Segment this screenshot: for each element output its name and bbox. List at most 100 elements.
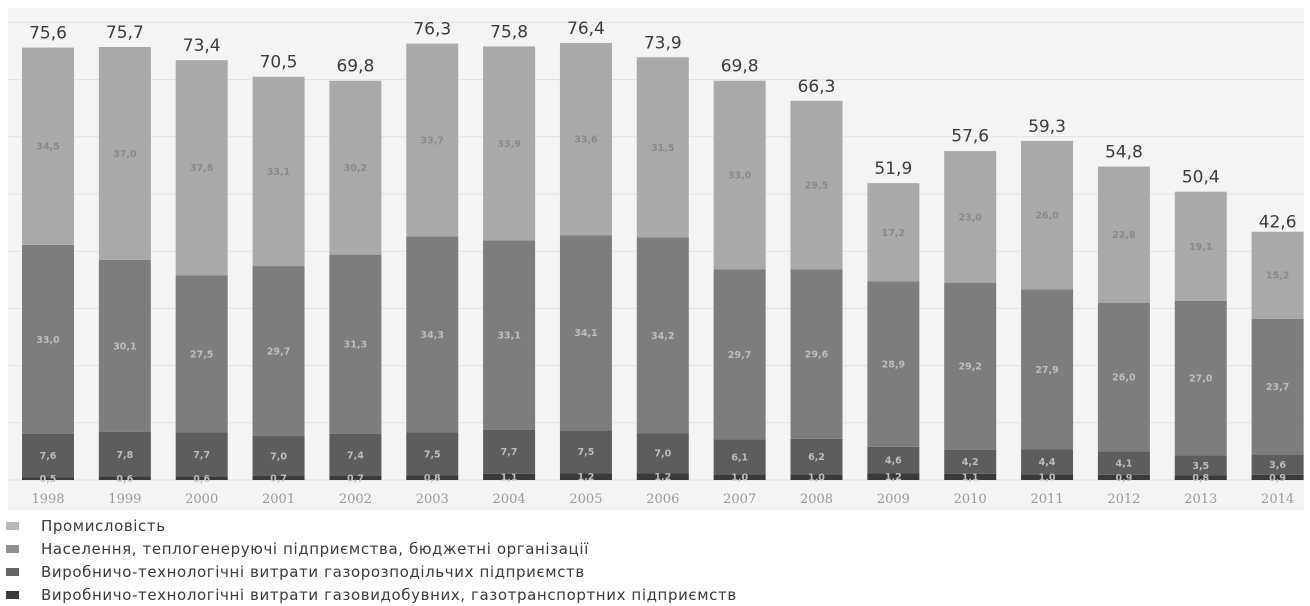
bar-segment — [22, 433, 74, 478]
bar-segment — [252, 475, 305, 480]
total-value-label: 69,8 — [336, 57, 374, 77]
segment-value-label: 33,9 — [497, 139, 520, 150]
legend-item-production-transport-losses: Виробничо-технологічні витрати газовидоб… — [6, 583, 737, 606]
x-tick-label: 2004 — [493, 492, 526, 507]
segment-value-label: 4,6 — [885, 455, 902, 466]
segment-value-label: 7,0 — [654, 449, 671, 460]
segment-value-label: 19,1 — [1189, 242, 1212, 253]
bar-segment — [329, 475, 382, 480]
segment-value-label: 7,7 — [193, 450, 210, 461]
segment-value-label: 0,9 — [1269, 473, 1286, 484]
bar-segment — [944, 473, 997, 480]
segment-value-label: 29,5 — [805, 181, 828, 192]
segment-value-label: 0,5 — [40, 474, 57, 485]
total-labels: 75,6 75,7 73,4 70,5 69,8 76,3 75,8 76,4 73,9 69,8… — [29, 19, 1296, 232]
bar-segment — [1097, 474, 1150, 480]
bar-segment — [1174, 455, 1227, 476]
x-tick-label: 2009 — [877, 492, 910, 507]
bar-segment — [1251, 454, 1304, 475]
x-tick-label: 2001 — [262, 492, 295, 507]
bar-segment — [1021, 474, 1074, 480]
bar-segment — [713, 439, 766, 475]
bar-segment — [1174, 191, 1227, 301]
bar-segment — [1097, 451, 1150, 475]
bar-segment — [944, 282, 997, 450]
segment-value-label: 37,0 — [113, 149, 137, 160]
segment-value-label: 26,0 — [1035, 211, 1059, 222]
bar-segment — [175, 60, 228, 276]
bar-segment — [559, 473, 612, 480]
bar-segment — [406, 475, 459, 480]
segment-value-label: 0,8 — [1192, 473, 1209, 484]
bar-segment — [252, 76, 305, 267]
bar-segment — [252, 435, 305, 476]
legend-label-distribution-losses: Виробничо-технологічні витрати газорозпо… — [41, 562, 585, 581]
segment-value-label: 31,3 — [344, 340, 367, 351]
x-tick-label: 2000 — [185, 492, 218, 507]
bar-segment — [944, 151, 997, 283]
bar-segment — [98, 431, 151, 477]
legend-item-population: Населення, теплогенеруючі підприємства, … — [6, 537, 737, 560]
segment-value-label: 7,0 — [270, 451, 287, 462]
bar-segment — [329, 80, 382, 255]
segment-value-label: 7,5 — [578, 447, 595, 458]
stacked-bar-chart: 0,5 7,6 33,0 34,5 0,6 7,8 30,1 37,0 0,6 7,7 27,5 37… — [8, 8, 1304, 510]
bar-segment — [1021, 449, 1074, 475]
bar-segment — [790, 474, 843, 480]
segment-value-label: 34,5 — [36, 142, 59, 153]
segment-value-label: 0,6 — [116, 474, 133, 485]
bar-segment — [867, 281, 920, 447]
total-value-label: 73,4 — [183, 36, 221, 56]
segment-value-label: 33,7 — [421, 135, 444, 146]
bar-segment — [1021, 140, 1074, 290]
segment-value-label: 22,8 — [1112, 230, 1136, 241]
bar-segment — [98, 46, 151, 260]
segment-value-label: 29,6 — [805, 350, 829, 361]
bar-segment — [1251, 474, 1304, 480]
segment-value-label: 28,9 — [882, 360, 905, 371]
bar-segment — [867, 446, 920, 474]
x-tick-label: 2014 — [1261, 492, 1294, 507]
x-tick-label: 2007 — [723, 492, 756, 507]
x-tick-label: 2011 — [1031, 492, 1064, 507]
bar-segment — [22, 244, 74, 434]
legend: Промисловість Населення, теплогенеруючі … — [6, 514, 737, 606]
segment-value-label: 23,0 — [958, 212, 982, 223]
bar-segment — [636, 57, 689, 238]
bar-segment — [329, 433, 382, 476]
segment-value-label: 7,7 — [501, 447, 518, 458]
legend-swatch-industry — [6, 521, 19, 530]
bar-segment — [22, 47, 74, 245]
bar-segment — [329, 254, 382, 434]
segment-value-label: 1,1 — [962, 472, 979, 483]
segment-value-label: 4,1 — [1115, 459, 1132, 470]
total-value-label: 70,5 — [260, 53, 298, 73]
segment-value-label: 3,5 — [1192, 461, 1209, 472]
bar-segment — [1251, 318, 1304, 455]
segment-value-label: 6,2 — [808, 452, 825, 463]
segment-value-label: 29,2 — [958, 362, 981, 373]
x-tick-label: 2003 — [416, 492, 449, 507]
segment-value-label: 6,1 — [731, 452, 748, 463]
segment-value-label: 29,7 — [728, 350, 751, 361]
bar-segment — [790, 438, 843, 475]
bar-segment — [867, 183, 920, 282]
segment-value-label: 31,5 — [651, 143, 674, 154]
bar-segment — [406, 236, 459, 433]
segment-value-label: 1,1 — [501, 472, 518, 483]
segment-value-label: 33,6 — [574, 135, 598, 146]
bar-segment — [406, 43, 459, 237]
bars-group — [22, 42, 1304, 480]
segment-value-label: 29,7 — [267, 347, 290, 358]
total-value-label: 54,8 — [1105, 143, 1143, 163]
bar-segment — [636, 237, 689, 434]
bar-segment — [790, 100, 843, 270]
bar-segment — [1251, 231, 1304, 319]
bar-segment — [483, 429, 536, 474]
bar-segment — [1021, 289, 1074, 450]
bar-segment — [175, 432, 228, 477]
legend-swatch-production-transport-losses — [6, 590, 19, 599]
segment-value-label: 1,0 — [731, 473, 748, 484]
total-value-label: 76,3 — [413, 20, 451, 40]
segment-value-label: 1,2 — [885, 472, 902, 483]
